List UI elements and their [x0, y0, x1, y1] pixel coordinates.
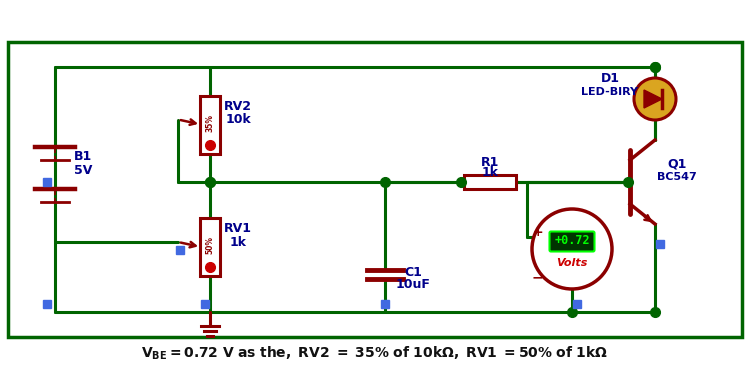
Text: LED-BIRY: LED-BIRY: [581, 87, 638, 97]
Text: 50%: 50%: [206, 236, 214, 254]
Text: 10uF: 10uF: [395, 277, 430, 291]
Text: RV2: RV2: [224, 100, 252, 113]
Text: D1: D1: [601, 73, 619, 86]
Text: RV1: RV1: [224, 222, 252, 236]
Text: B1: B1: [74, 150, 92, 164]
Polygon shape: [644, 90, 662, 108]
Text: 35%: 35%: [206, 113, 214, 131]
Text: Volts: Volts: [556, 258, 588, 268]
Text: 10k: 10k: [225, 113, 251, 126]
Text: R1: R1: [481, 156, 500, 168]
Circle shape: [532, 209, 612, 289]
Text: +0.72: +0.72: [554, 235, 590, 247]
Bar: [8, 42, 742, 337]
Circle shape: [634, 78, 676, 120]
Bar: [200, 218, 220, 276]
Text: BC547: BC547: [657, 172, 697, 182]
FancyBboxPatch shape: [550, 232, 595, 251]
Text: 1k: 1k: [230, 236, 247, 248]
Text: $\mathbf{V_{BE}}$$\mathbf{=0.72\ V\ as\ the,\ RV2\ =\ 35\%\ of\ 10k\Omega,\ RV1\: $\mathbf{V_{BE}}$$\mathbf{=0.72\ V\ as\ …: [142, 344, 608, 362]
Text: 1k: 1k: [482, 167, 499, 179]
Text: +: +: [532, 225, 543, 239]
Bar: [464, 175, 516, 189]
Text: C1: C1: [404, 265, 422, 279]
Text: 5V: 5V: [74, 164, 92, 178]
Bar: [200, 95, 220, 153]
Text: Q1: Q1: [668, 157, 687, 171]
Text: −: −: [531, 270, 543, 284]
